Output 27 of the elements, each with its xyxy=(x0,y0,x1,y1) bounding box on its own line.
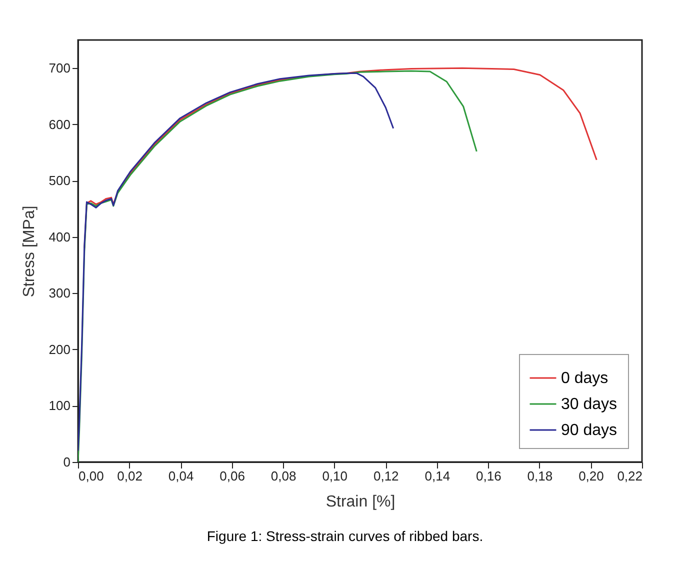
x-tick-label: 0,16 xyxy=(476,468,502,484)
y-tick-label: 0 xyxy=(63,454,70,470)
x-tick-label: 0,08 xyxy=(270,468,296,484)
y-tick-label: 300 xyxy=(48,286,70,301)
y-tick-label: 500 xyxy=(48,173,70,188)
y-tick-label: 400 xyxy=(48,229,70,244)
y-tick-label: 700 xyxy=(48,60,70,76)
x-axis-title: Strain [%] xyxy=(326,494,396,510)
y-tick-label: 100 xyxy=(48,398,70,414)
y-tick-label: 200 xyxy=(48,342,70,357)
x-tick-label: 0,14 xyxy=(424,468,450,484)
legend-label: 0 days xyxy=(561,370,608,387)
x-tick-label: 0,22 xyxy=(617,468,642,484)
line-series xyxy=(78,72,394,452)
legend-label: 90 days xyxy=(561,422,618,439)
x-tick-label: 0,06 xyxy=(220,468,245,484)
y-axis-title: Stress [MPa] xyxy=(20,206,38,298)
y-tick-label: 600 xyxy=(48,116,70,132)
x-tick-label: 0,20 xyxy=(578,468,604,484)
x-tick-label: 0,04 xyxy=(168,468,194,484)
x-tick-label: 0,18 xyxy=(527,468,553,484)
legend-label: 30 days xyxy=(561,396,618,413)
caption: Figure 1: Stress-strain curves of ribbed bars. xyxy=(206,528,484,544)
x-tick-label: 0,00 xyxy=(78,468,104,484)
x-tick-label: 0,02 xyxy=(117,468,142,484)
x-tick-label: 0,10 xyxy=(322,468,348,484)
x-tick-label: 0,12 xyxy=(373,468,399,484)
